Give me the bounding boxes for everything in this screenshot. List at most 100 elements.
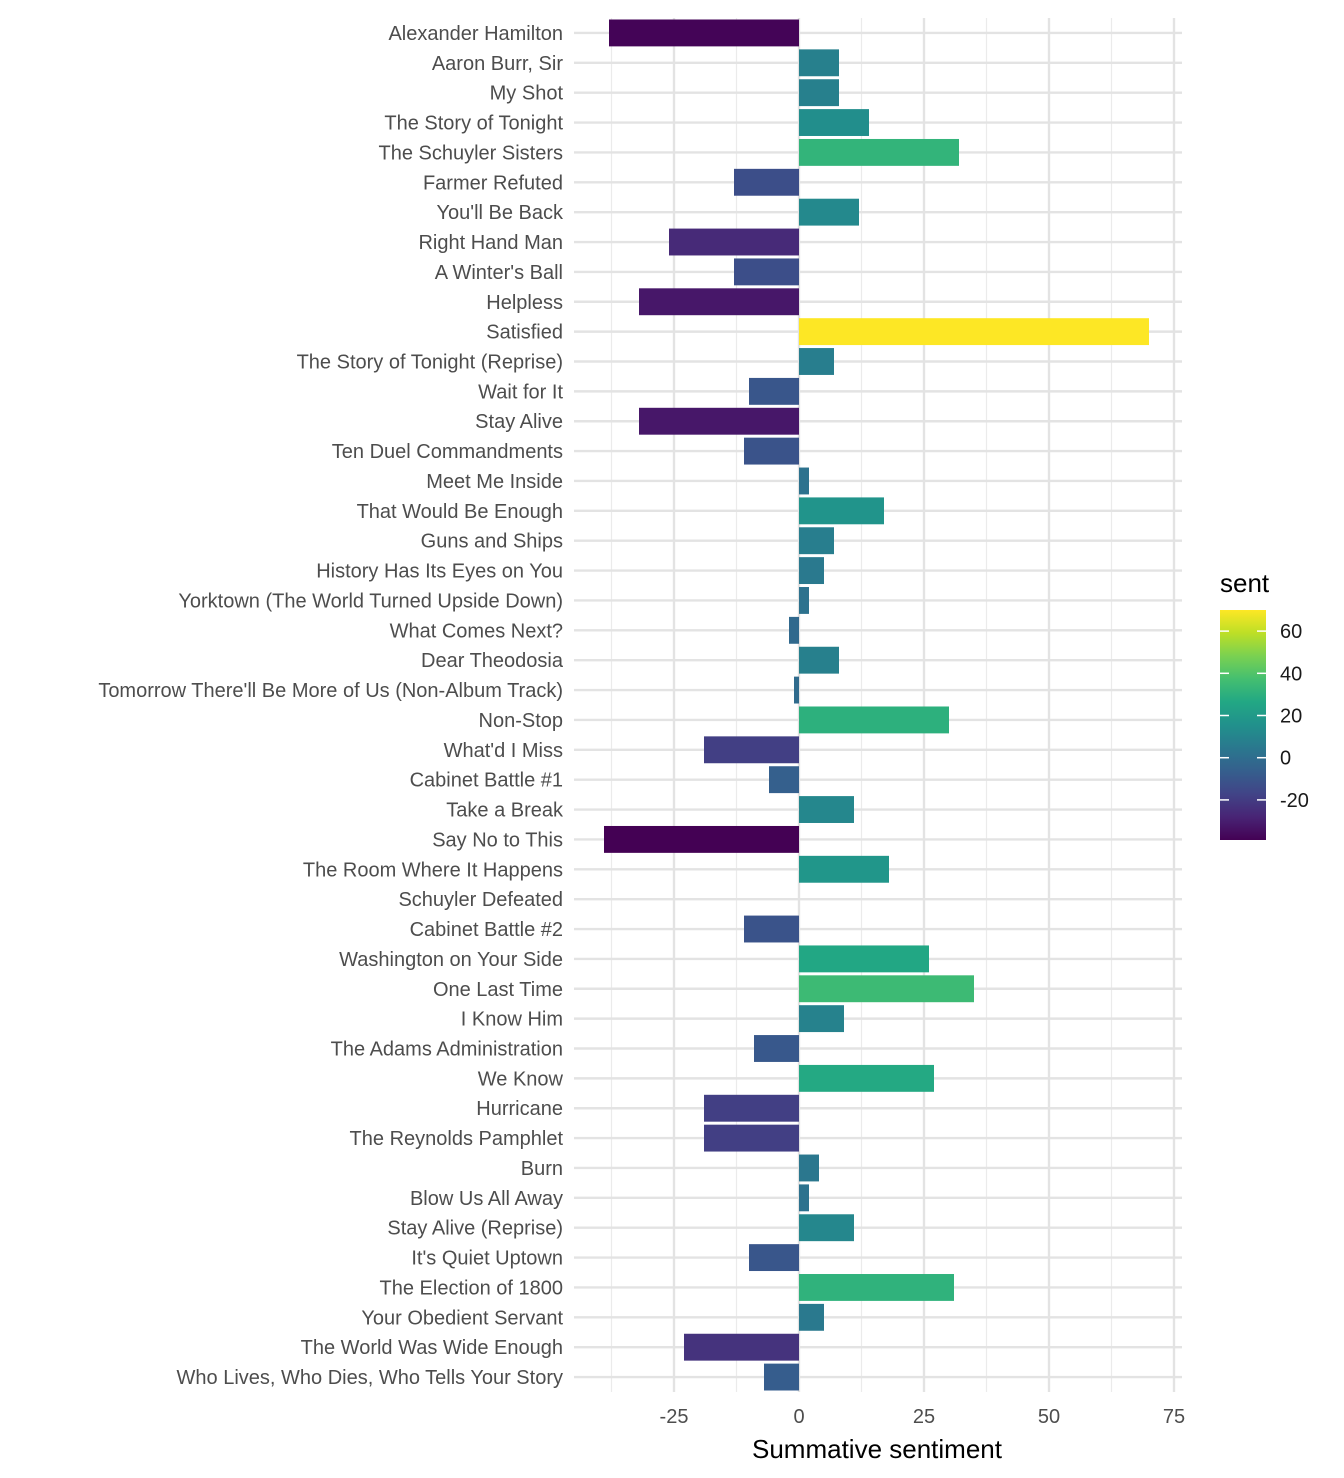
x-tick-label: 25 [913,1406,935,1428]
category-label: Guns and Ships [421,531,563,553]
bars [604,19,1149,1391]
category-label: Farmer Refuted [423,172,563,194]
category-label: Meet Me Inside [426,471,563,493]
bar [734,168,799,196]
category-label: The Election of 1800 [380,1277,563,1299]
bar [604,825,799,853]
x-tick-label: 0 [793,1406,804,1428]
bar [799,1154,819,1182]
bar [669,228,799,256]
legend-colorbar [1220,610,1266,840]
bar [799,49,839,77]
category-label: Aaron Burr, Sir [432,53,564,75]
bar [799,945,929,973]
bar [799,1214,854,1242]
category-label: What'd I Miss [444,740,563,762]
category-label: Yorktown (The World Turned Upside Down) [178,590,563,612]
category-label: Right Hand Man [418,232,563,254]
bar [684,1333,799,1361]
legend-title: sent [1220,568,1270,598]
category-label: The Reynolds Pamphlet [350,1128,564,1150]
bar [799,587,809,614]
category-label: Alexander Hamilton [388,23,563,45]
bar [749,377,799,405]
bar [799,796,854,823]
legend-tick-label: -20 [1280,790,1309,812]
bar [744,437,799,465]
bar [799,1303,824,1331]
x-tick-label: 75 [1163,1406,1185,1428]
category-label: Cabinet Battle #1 [410,770,563,792]
x-tick-label: -25 [660,1406,689,1428]
bar [704,736,799,764]
category-label: That Would Be Enough [357,501,563,523]
bar [639,407,799,435]
category-label: Satisfied [486,322,563,344]
bar [639,288,799,316]
bar [799,706,949,734]
bar [799,1064,934,1092]
x-tick-labels: -25 0 25 50 75 [660,1406,1186,1428]
bar [799,348,834,375]
x-axis-title: Summative sentiment [752,1434,1003,1464]
category-label: Non-Stop [479,710,564,732]
category-label: Stay Alive (Reprise) [387,1218,563,1240]
category-label: Burn [521,1158,563,1180]
bar [799,467,809,495]
category-label: What Comes Next? [390,620,563,642]
legend-tick-label: 20 [1280,706,1302,728]
bar [799,109,869,136]
category-label: The Room Where It Happens [303,859,563,881]
category-label: Dear Theodosia [421,650,564,672]
bar [799,138,959,166]
category-label: Take a Break [446,800,564,822]
bar [799,1005,844,1033]
bar [799,557,824,585]
bar [799,527,834,555]
category-label: One Last Time [433,979,563,1001]
category-label: The World Was Wide Enough [301,1337,563,1359]
legend-tick-label: 60 [1280,621,1302,643]
bar [799,1184,809,1212]
bar [799,855,889,883]
bar [799,1274,954,1301]
bar [799,79,839,107]
bar [734,258,799,286]
category-label: The Story of Tonight (Reprise) [297,352,563,374]
bar [799,318,1149,346]
x-tick-label: 50 [1038,1406,1060,1428]
category-label: Washington on Your Side [339,949,563,971]
category-label: We Know [478,1068,564,1090]
category-label: It's Quiet Uptown [411,1248,563,1270]
category-label: My Shot [490,83,564,105]
category-label: The Schuyler Sisters [378,142,563,164]
category-label: A Winter's Ball [435,262,563,284]
category-label: Who Lives, Who Dies, Who Tells Your Stor… [177,1367,563,1389]
category-label: Ten Duel Commandments [332,441,563,463]
category-label: Stay Alive [475,411,563,433]
bar [799,646,839,674]
grid-lines [574,18,1182,1392]
color-legend: sent -20 0 20 40 60 [1220,568,1309,840]
category-label: The Adams Administration [331,1039,563,1061]
bar [704,1124,799,1152]
bar [799,198,859,226]
category-label: Blow Us All Away [410,1188,563,1210]
bar [789,616,799,644]
bar [769,766,799,794]
bar [609,19,799,47]
bar [764,1363,799,1391]
bar [799,975,974,1003]
category-label: Wait for It [478,381,563,403]
category-label: Schuyler Defeated [398,889,563,911]
category-label: Helpless [486,292,563,314]
category-label: Say No to This [432,829,563,851]
bar [754,1035,799,1062]
category-labels: Alexander Hamilton Aaron Burr, Sir My Shot… [98,23,564,1389]
bar [744,915,799,943]
category-label: You'll Be Back [437,202,564,224]
bar [799,497,884,525]
legend-tick-label: 40 [1280,663,1302,685]
bar [749,1244,799,1272]
